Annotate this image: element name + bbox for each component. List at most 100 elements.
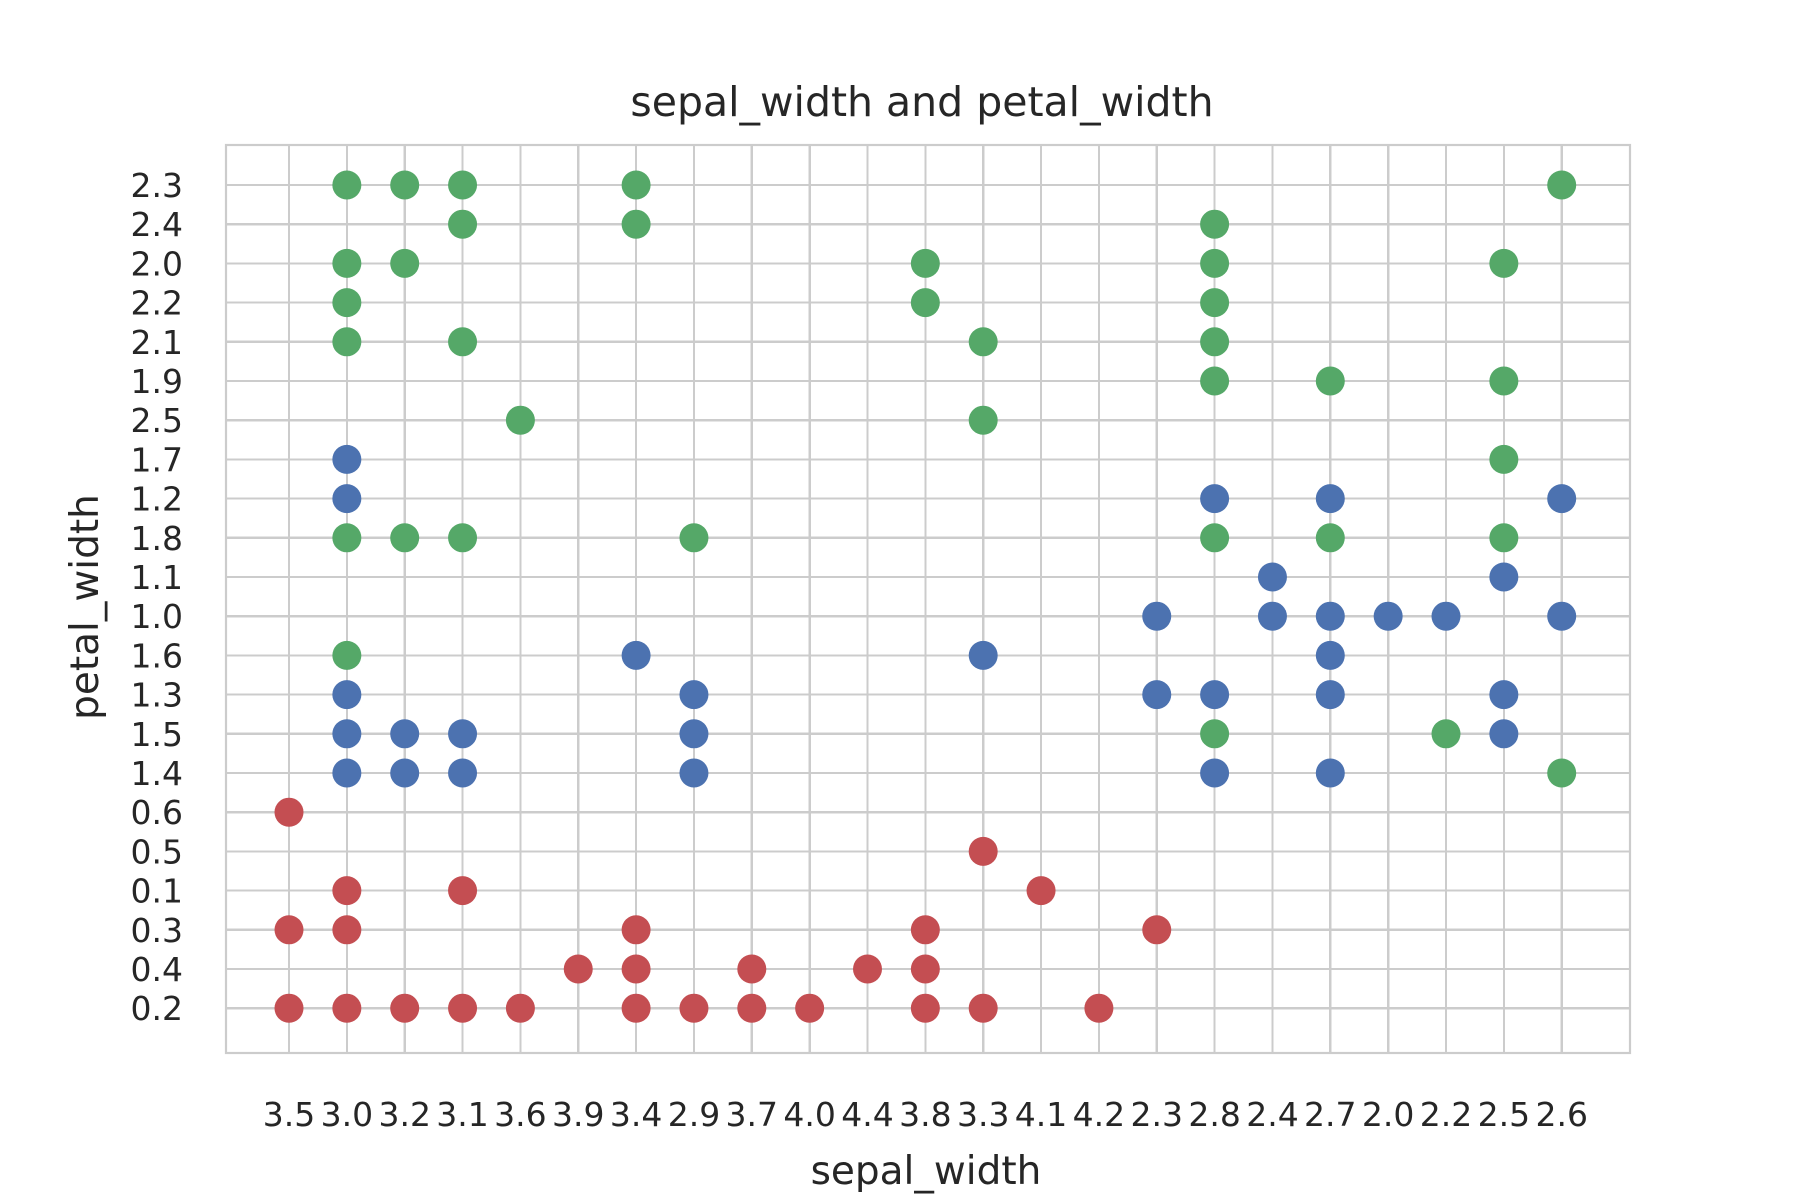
x-tick-label: 4.0	[783, 1095, 835, 1134]
scatter-point	[910, 954, 940, 984]
scatter-point	[910, 993, 940, 1023]
scatter-point	[795, 993, 825, 1023]
y-tick-label: 1.6	[131, 636, 183, 675]
y-tick-label: 0.5	[131, 832, 183, 871]
y-tick-layer: 2.32.42.02.22.11.92.51.71.21.81.11.01.61…	[131, 166, 183, 1028]
scatter-point	[1200, 248, 1230, 278]
scatter-point	[332, 719, 362, 749]
scatter-point	[1547, 601, 1577, 631]
scatter-point	[448, 170, 478, 200]
scatter-point	[1547, 170, 1577, 200]
plot-frame	[224, 143, 1632, 1055]
scatter-point	[1315, 758, 1345, 788]
scatter-point	[448, 993, 478, 1023]
scatter-point	[1315, 640, 1345, 670]
y-tick-label: 0.4	[131, 950, 183, 989]
x-tick-label: 4.1	[1015, 1095, 1067, 1134]
scatter-point	[1315, 601, 1345, 631]
scatter-point	[1489, 680, 1519, 710]
y-tick-label: 2.3	[131, 166, 183, 205]
y-tick-label: 1.5	[131, 715, 183, 754]
scatter-point	[1315, 680, 1345, 710]
scatter-point	[332, 640, 362, 670]
scatter-point	[563, 954, 593, 984]
scatter-point	[1489, 719, 1519, 749]
scatter-point	[390, 758, 420, 788]
scatter-point	[448, 209, 478, 239]
scatter-point	[1489, 444, 1519, 474]
x-tick-label: 3.4	[610, 1095, 662, 1134]
y-tick-label: 1.9	[131, 362, 183, 401]
y-tick-label: 1.8	[131, 519, 183, 558]
scatter-point	[1200, 758, 1230, 788]
x-tick-label: 2.6	[1535, 1095, 1587, 1134]
scatter-point	[1431, 719, 1461, 749]
scatter-point	[390, 523, 420, 553]
x-tick-label: 2.9	[668, 1095, 720, 1134]
scatter-point	[737, 993, 767, 1023]
x-tick-label: 2.0	[1362, 1095, 1414, 1134]
scatter-point	[448, 719, 478, 749]
scatter-point	[1142, 680, 1172, 710]
scatter-point	[1200, 484, 1230, 514]
scatter-point	[1373, 601, 1403, 631]
x-tick-label: 2.4	[1246, 1095, 1298, 1134]
scatter-point	[679, 719, 709, 749]
y-tick-label: 1.0	[131, 597, 183, 636]
scatter-point	[679, 523, 709, 553]
scatter-point	[1489, 366, 1519, 396]
x-tick-label: 3.6	[494, 1095, 546, 1134]
scatter-point	[390, 719, 420, 749]
y-tick-label: 2.5	[131, 401, 183, 440]
scatter-point	[448, 876, 478, 906]
scatter-point	[968, 405, 998, 435]
scatter-point	[448, 327, 478, 357]
x-tick-label: 3.2	[378, 1095, 430, 1134]
scatter-point	[910, 288, 940, 318]
scatter-point	[332, 523, 362, 553]
scatter-point	[332, 758, 362, 788]
scatter-point	[968, 993, 998, 1023]
scatter-point	[332, 444, 362, 474]
scatter-point	[1200, 209, 1230, 239]
scatter-point	[1142, 601, 1172, 631]
scatter-point	[679, 680, 709, 710]
x-tick-label: 2.7	[1304, 1095, 1356, 1134]
chart-title: sepal_width and petal_width	[630, 78, 1213, 126]
y-tick-label: 0.2	[131, 989, 183, 1028]
x-tick-label: 3.8	[899, 1095, 951, 1134]
scatter-point	[621, 954, 651, 984]
x-tick-layer: 3.5 3.0 3.2 3.1 3.6 3.9 3.4 2.9 3.7 4.0 4.4 3.8 3.3 4…	[263, 1095, 1588, 1134]
x-tick-label: 3.0	[321, 1095, 373, 1134]
scatter-point	[621, 170, 651, 200]
x-tick-label: 3.9	[552, 1095, 604, 1134]
scatter-point	[910, 915, 940, 945]
x-tick-label: 2.5	[1478, 1095, 1530, 1134]
scatter-point	[332, 993, 362, 1023]
y-tick-label: 2.2	[131, 284, 183, 323]
scatter-point	[332, 248, 362, 278]
scatter-point	[1142, 915, 1172, 945]
scatter-point	[1257, 562, 1287, 592]
scatter-point	[910, 248, 940, 278]
x-tick-label: 2.3	[1131, 1095, 1183, 1134]
scatter-point	[621, 915, 651, 945]
scatter-point	[332, 327, 362, 357]
y-tick-label: 0.3	[131, 911, 183, 950]
scatter-point	[621, 640, 651, 670]
points-layer	[274, 170, 1577, 1023]
scatter-point	[1489, 523, 1519, 553]
y-tick-label: 2.0	[131, 244, 183, 283]
scatter-point	[1200, 327, 1230, 357]
scatter-point	[1489, 248, 1519, 278]
scatter-point	[448, 758, 478, 788]
y-axis-title: petal_width	[63, 494, 108, 720]
scatter-point	[332, 680, 362, 710]
scatter-point	[853, 954, 882, 984]
scatter-point	[1026, 876, 1056, 906]
scatter-point	[968, 640, 998, 670]
scatter-point	[1431, 601, 1461, 631]
scatter-point	[332, 915, 362, 945]
y-tick-label: 0.1	[131, 872, 183, 911]
